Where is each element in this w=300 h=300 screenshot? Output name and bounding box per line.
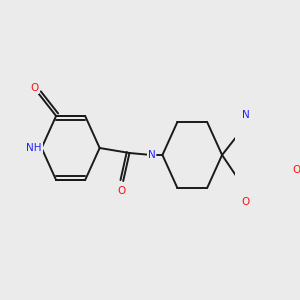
Text: N: N — [242, 110, 250, 120]
Text: N: N — [148, 150, 155, 160]
Text: O: O — [30, 83, 38, 93]
Text: O: O — [242, 197, 250, 207]
Text: NH: NH — [26, 143, 41, 153]
Text: O: O — [118, 186, 126, 196]
Text: O: O — [292, 165, 300, 175]
